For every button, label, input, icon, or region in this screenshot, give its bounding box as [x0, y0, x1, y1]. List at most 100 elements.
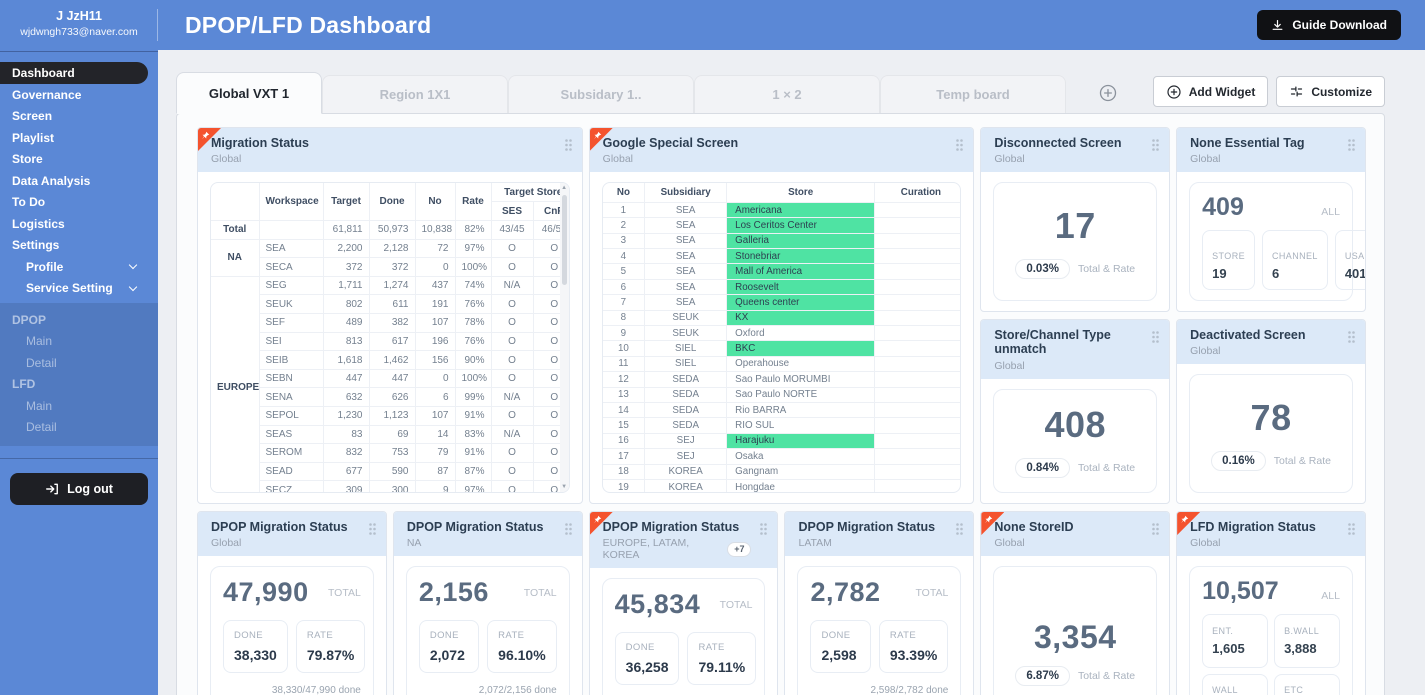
- table-cell: SEA: [644, 294, 728, 311]
- table-cell: SEUK: [644, 324, 728, 342]
- table-cell: SEPOL: [259, 406, 324, 426]
- widget-subtitle: Global: [211, 537, 242, 550]
- table-row: 9 SEUK Oxford: [602, 324, 961, 342]
- rate-badge: 6.87%: [1015, 665, 1070, 686]
- widget-subtitle: Global: [994, 153, 1025, 166]
- rate-badge: 0.03%: [1015, 258, 1070, 279]
- table-cell: O: [490, 350, 534, 370]
- table-cell: 107: [414, 313, 456, 333]
- total-label: TOTAL: [719, 598, 753, 611]
- guide-download-button[interactable]: Guide Download: [1257, 10, 1401, 40]
- kebab-menu-icon[interactable]: [955, 138, 964, 152]
- total-label: TOTAL: [327, 586, 361, 599]
- table-cell: O: [532, 257, 569, 277]
- sidebar-item-lfd[interactable]: LFD: [0, 374, 158, 396]
- widget-title: DPOP Migration Status: [798, 520, 936, 534]
- table-row: 12 SEDA Sao Paulo MORUMBI: [602, 371, 961, 388]
- sidebar-item-detail[interactable]: Detail: [0, 417, 158, 439]
- table-row-total: Total 61,811 50,973 10,838 82% 43/45 46/52: [211, 220, 569, 240]
- sidebar-item-label: Playlist: [12, 130, 55, 145]
- table-row: 19 KOREA Hongdae: [602, 478, 961, 493]
- table-cell: SEG: [258, 275, 324, 296]
- kebab-menu-icon[interactable]: [1347, 138, 1356, 152]
- widget-header: DPOP Migration Status LATAM: [785, 512, 974, 557]
- widget-body: No Subsidiary Store Curation 1 SEA Americana 2 S…: [590, 172, 974, 503]
- customize-button[interactable]: Customize: [1276, 76, 1385, 107]
- sidebar-item-data-analysis[interactable]: Data Analysis: [0, 170, 158, 192]
- sidebar-item-to-do[interactable]: To Do: [0, 192, 158, 214]
- table-scrollbar[interactable]: ▲ ▼: [559, 183, 569, 492]
- sidebar-item-profile[interactable]: Profile: [0, 256, 158, 278]
- widget-deactivated-screen: Deactivated Screen Global 78 0.16% Total…: [1176, 319, 1366, 504]
- scroll-down-icon[interactable]: ▼: [561, 484, 568, 490]
- add-tab-button[interactable]: [1098, 83, 1118, 103]
- kebab-menu-icon[interactable]: [1347, 522, 1356, 536]
- table-cell: SEA: [258, 238, 324, 259]
- rate-label: Total & Rate: [1273, 454, 1331, 467]
- kebab-menu-icon[interactable]: [955, 522, 964, 536]
- table-row: 14 SEDA Rio BARRA: [602, 401, 961, 419]
- widget-body: 10,507 ALL ENT. 1,605 B.WALL: [1177, 556, 1365, 695]
- total-label: TOTAL: [523, 586, 557, 599]
- add-widget-button[interactable]: Add Widget: [1152, 76, 1269, 107]
- kebab-menu-icon[interactable]: [1151, 138, 1160, 152]
- tab-global-vxt-1[interactable]: Global VXT 1: [176, 72, 322, 114]
- store-cell: Rio BARRA: [726, 401, 876, 419]
- table-cell: 372: [322, 257, 370, 277]
- table-cell: SEJ: [644, 432, 728, 450]
- sidebar-item-settings[interactable]: Settings: [0, 235, 158, 257]
- table-cell: 74%: [454, 275, 492, 296]
- rate-label: RATE: [498, 630, 525, 642]
- table-cell: 632: [322, 387, 370, 407]
- kebab-menu-icon[interactable]: [759, 522, 768, 536]
- sidebar-item-main[interactable]: Main: [0, 331, 158, 353]
- tab-region-1x1[interactable]: Region 1X1: [322, 75, 508, 113]
- table-cell: O: [532, 461, 569, 482]
- sidebar-item-governance[interactable]: Governance: [0, 84, 158, 106]
- tab-subsidary-1[interactable]: Subsidary 1..: [508, 75, 694, 113]
- sidebar-item-main[interactable]: Main: [0, 395, 158, 417]
- tab-1-2[interactable]: 1 × 2: [694, 75, 880, 113]
- widget-none-essential-tag: None Essential Tag Global 409 ALL: [1176, 127, 1366, 312]
- widget-title: None Essential Tag: [1190, 136, 1305, 150]
- sidebar-item-dpop[interactable]: DPOP: [0, 309, 158, 331]
- table-cell: [874, 202, 961, 219]
- column-header: Rate: [454, 183, 492, 222]
- sidebar-item-screen[interactable]: Screen: [0, 106, 158, 128]
- table-cell: 19: [602, 478, 646, 493]
- sidebar-item-store[interactable]: Store: [0, 149, 158, 171]
- table-cell: 13: [602, 386, 646, 403]
- sliders-icon: [1289, 84, 1304, 99]
- kebab-menu-icon[interactable]: [1347, 330, 1356, 344]
- sidebar-item-dashboard[interactable]: Dashboard: [0, 62, 148, 84]
- table-row: 2 SEA Los Ceritos Center: [602, 217, 961, 234]
- widget-subtitle: Global: [1190, 153, 1221, 166]
- sidebar-item-detail[interactable]: Detail: [0, 352, 158, 374]
- scrollbar-thumb[interactable]: [561, 195, 567, 286]
- kebab-menu-icon[interactable]: [1151, 330, 1160, 344]
- table-cell: O: [490, 480, 534, 493]
- kebab-menu-icon[interactable]: [1151, 522, 1160, 536]
- table-cell: 3: [602, 232, 646, 250]
- table-cell: [874, 432, 961, 450]
- kebab-menu-icon[interactable]: [564, 138, 573, 152]
- logout-button[interactable]: Log out: [10, 473, 148, 505]
- sidebar-item-playlist[interactable]: Playlist: [0, 127, 158, 149]
- table-cell: SENA: [259, 387, 324, 407]
- table-cell: SEA: [644, 248, 728, 265]
- kebab-menu-icon[interactable]: [564, 522, 573, 536]
- scroll-up-icon[interactable]: ▲: [561, 185, 568, 192]
- table-cell: [874, 478, 961, 493]
- tab-temp-board[interactable]: Temp board: [880, 75, 1066, 113]
- table-cell: 1,123: [368, 406, 416, 426]
- sidebar-item-service-setting[interactable]: Service Setting: [0, 278, 158, 300]
- kebab-menu-icon[interactable]: [368, 522, 377, 536]
- more-count-badge[interactable]: +7: [727, 541, 752, 557]
- column-header: Curation: [874, 183, 961, 203]
- widget-dpop-migration-global: DPOP Migration Status Global 47,990 TOTA…: [197, 511, 387, 695]
- column-header: [211, 183, 260, 222]
- sidebar-item-logistics[interactable]: Logistics: [0, 213, 158, 235]
- table-cell: SEDA: [644, 417, 728, 434]
- widget-header: DPOP Migration Status NA: [393, 512, 582, 557]
- table-cell: 372: [368, 257, 416, 277]
